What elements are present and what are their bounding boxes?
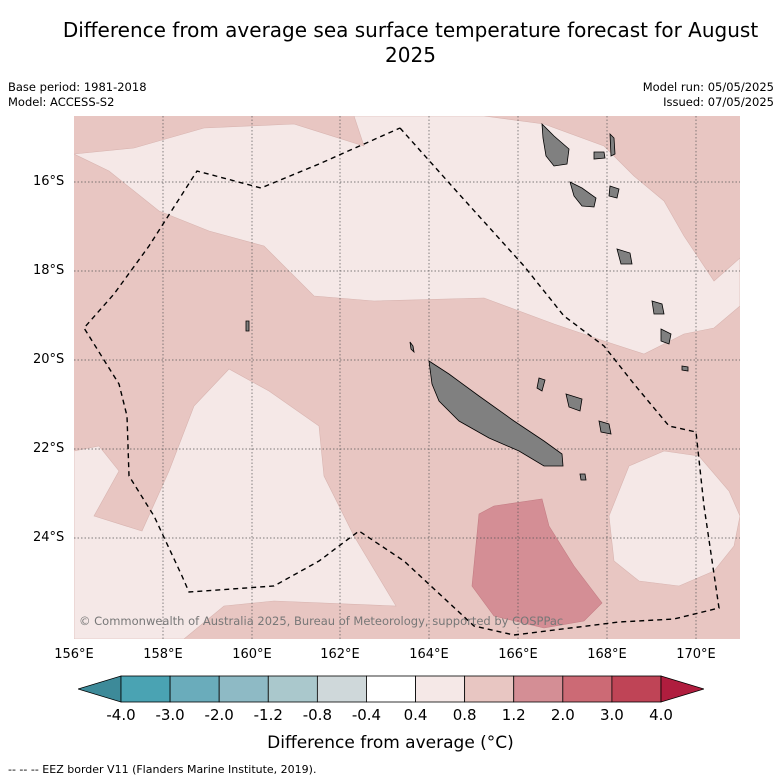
landmasses — [245, 122, 689, 481]
small-island — [579, 473, 587, 481]
loyalty-islands-island — [536, 377, 546, 392]
copyright-notice: © Commonwealth of Australia 2025, Bureau… — [79, 614, 564, 628]
model-run: Model run: 05/05/2025 — [642, 80, 774, 94]
colorbar-tick-label: -4.0 — [106, 706, 136, 724]
issued-date: Issued: 07/05/2025 — [663, 95, 774, 109]
colorbar-bin — [366, 675, 416, 703]
colorbar-tick-label: -0.4 — [351, 706, 382, 724]
colorbar-bin — [218, 675, 269, 703]
lat-label: 20°S — [33, 352, 65, 367]
sst-anomaly-map[interactable] — [74, 116, 740, 639]
colorbar-bin — [562, 675, 613, 703]
anomaly-zone-warm — [471, 498, 603, 629]
colorbar-tick-label: -0.8 — [302, 706, 332, 724]
colorbar — [76, 675, 706, 703]
anomaly-zone-southwest — [74, 368, 397, 639]
vanuatu-island — [651, 300, 665, 315]
loyalty-islands-island — [565, 393, 583, 412]
graticule — [74, 116, 740, 639]
small-island — [245, 320, 250, 332]
vanuatu-island — [609, 132, 616, 157]
lon-label: 164°E — [409, 647, 449, 662]
colorbar-bin — [267, 675, 318, 703]
lon-label: 162°E — [320, 647, 360, 662]
colorbar-bin — [120, 675, 171, 703]
small-island — [409, 341, 415, 354]
colorbar-extend-low — [76, 675, 122, 703]
colorbar-tick-label: -2.0 — [204, 706, 234, 724]
vanuatu-island — [608, 185, 620, 199]
colorbar-extend-high — [660, 675, 706, 703]
vanuatu-island — [541, 122, 570, 167]
map-canvas — [74, 116, 740, 639]
anomaly-zone-southeast — [608, 450, 740, 587]
base-period: Base period: 1981-2018 — [8, 80, 147, 94]
colorbar-bin — [464, 675, 515, 703]
colorbar-graphic — [76, 675, 706, 703]
colorbar-tick-label: 3.0 — [599, 706, 624, 724]
metadata-left: Base period: 1981-2018 Model: ACCESS-S2 — [8, 80, 147, 110]
vanuatu-island — [660, 328, 672, 345]
vanuatu-island — [681, 365, 689, 372]
metadata-right: Model run: 05/05/2025 Issued: 07/05/2025 — [643, 80, 774, 110]
colorbar-title: Difference from average (°C) — [267, 733, 514, 753]
colorbar-tick-label: 1.2 — [501, 706, 526, 724]
colorbar-bin — [316, 675, 367, 703]
lat-label: 22°S — [33, 441, 65, 456]
lon-label: 168°E — [587, 647, 627, 662]
colorbar-bin — [513, 675, 564, 703]
loyalty-islands-island — [598, 420, 612, 435]
colorbar-tick-label: -3.0 — [155, 706, 185, 724]
lon-label: 158°E — [143, 647, 183, 662]
colorbar-bin — [611, 675, 662, 703]
lon-label: 160°E — [232, 647, 272, 662]
colorbar-tick-label: 2.0 — [550, 706, 575, 724]
map-title: Difference from average sea surface temp… — [62, 18, 759, 67]
colorbar-tick-label: 0.4 — [403, 706, 428, 724]
colorbar-bin — [169, 675, 220, 703]
colorbar-bin — [415, 675, 466, 703]
colorbar-tick-label: -1.2 — [253, 706, 283, 724]
colorbar-tick-label: 0.8 — [452, 706, 477, 724]
lon-label: 170°E — [676, 647, 716, 662]
lon-label: 156°E — [54, 647, 94, 662]
lat-label: 24°S — [33, 530, 65, 545]
eez-legend-note: -- -- -- EEZ border V11 (Flanders Marine… — [8, 763, 317, 776]
lon-label: 166°E — [498, 647, 538, 662]
vanuatu-island — [593, 151, 606, 160]
lat-label: 18°S — [33, 263, 65, 278]
vanuatu-island — [616, 248, 633, 265]
model-name: Model: ACCESS-S2 — [8, 95, 115, 109]
new-caledonia-island — [428, 360, 564, 467]
vanuatu-island — [569, 181, 597, 208]
colorbar-tick-label: 4.0 — [649, 706, 673, 724]
lat-label: 16°S — [33, 174, 65, 189]
